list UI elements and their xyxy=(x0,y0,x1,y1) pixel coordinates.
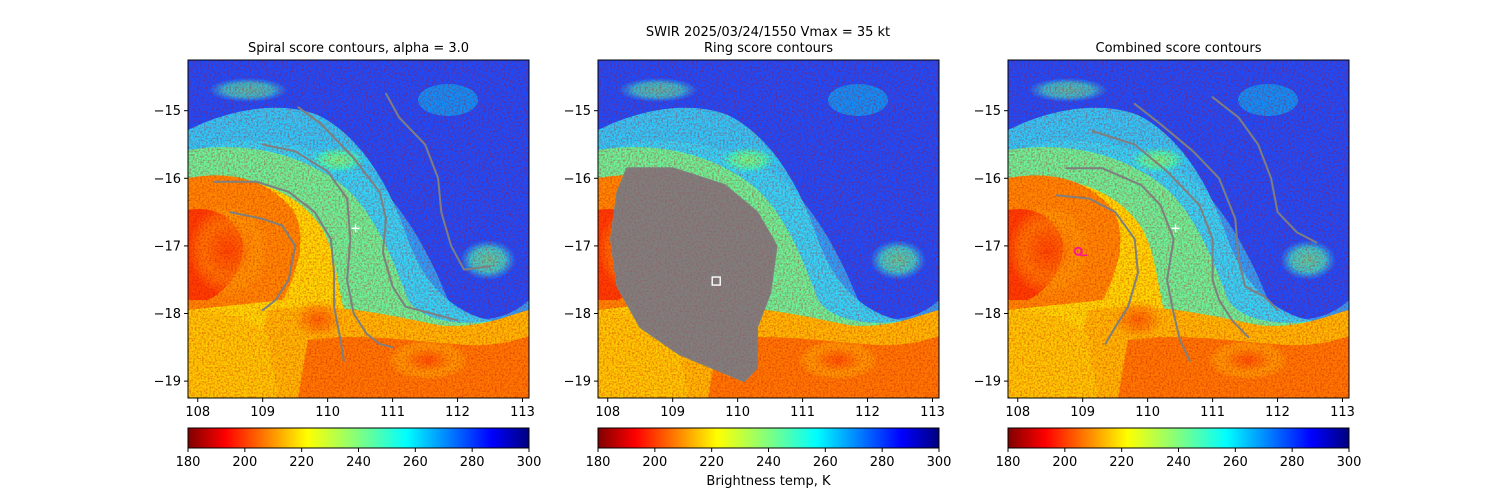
brightness-field xyxy=(188,60,529,398)
x-tick-label: 109 xyxy=(250,405,275,420)
x-tick-label: 110 xyxy=(1135,405,1160,420)
center-marker xyxy=(711,276,721,286)
ring-contour-speckle xyxy=(611,168,777,382)
x-tick-label: 110 xyxy=(315,405,340,420)
x-tick-label: 112 xyxy=(445,405,470,420)
contour-line xyxy=(1133,102,1279,312)
y-tick-label: −16 xyxy=(154,172,181,187)
x-axis: 108 109 110 111 112 113 xyxy=(1005,398,1355,420)
contour-line xyxy=(1055,194,1139,345)
panel-title: Ring score contours xyxy=(704,41,833,56)
colorbar-tick-label: 240 xyxy=(1166,455,1191,470)
x-tick-label: 112 xyxy=(1265,405,1290,420)
x-tick-label: 113 xyxy=(920,405,945,420)
colorbar-tick-label: 300 xyxy=(1337,455,1362,470)
center-marker xyxy=(1073,224,1180,257)
plot-frame xyxy=(1007,59,1350,399)
y-axis: −15 −16 −17 −18 −19 xyxy=(154,104,188,390)
x-tick-label: 109 xyxy=(660,405,685,420)
colorbar-tick-label: 200 xyxy=(642,455,667,470)
colorbar-tick-label: 180 xyxy=(586,455,611,470)
x-tick-label: 109 xyxy=(1070,405,1095,420)
colorbar-tick-label: 220 xyxy=(289,455,314,470)
y-tick-label: −17 xyxy=(154,239,181,254)
y-axis: −15 −16 −17 −18 −19 xyxy=(974,104,1008,390)
colorbar-tick-label: 300 xyxy=(927,455,952,470)
contour-line xyxy=(213,180,345,362)
center-plus-marker xyxy=(351,224,360,233)
x-tick-label: 112 xyxy=(855,405,880,420)
center-marker xyxy=(351,224,360,233)
colorbar: 180 200 220 240 260 280 300 xyxy=(586,427,952,470)
x-tick-label: 113 xyxy=(510,405,535,420)
plot-frame xyxy=(187,59,530,399)
x-tick-label: 110 xyxy=(725,405,750,420)
colorbar-tick-label: 200 xyxy=(232,455,257,470)
y-tick-label: −16 xyxy=(564,172,591,187)
brightness-field xyxy=(1008,60,1349,398)
x-tick-label: 108 xyxy=(595,405,620,420)
x-tick-label: 111 xyxy=(380,405,405,420)
colorbar-tick-label: 180 xyxy=(176,455,201,470)
colorbar-tick-label: 280 xyxy=(870,455,895,470)
colorbar-label: Brightness temp, K xyxy=(706,474,831,489)
x-tick-label: 111 xyxy=(1200,405,1225,420)
y-axis: −15 −16 −17 −18 −19 xyxy=(564,104,598,390)
colorbar-tick-label: 180 xyxy=(996,455,1021,470)
y-tick-label: −15 xyxy=(564,104,591,119)
contour-line xyxy=(261,143,394,349)
y-tick-label: −17 xyxy=(564,239,591,254)
x-tick-label: 111 xyxy=(790,405,815,420)
colorbar-tick-label: 300 xyxy=(517,455,542,470)
colorbar-tick-label: 220 xyxy=(1109,455,1134,470)
colorbar: 180 200 220 240 260 280 300 xyxy=(176,427,542,470)
colorbar-tick-label: 220 xyxy=(699,455,724,470)
colorbar-tick-label: 280 xyxy=(1280,455,1305,470)
contour-line xyxy=(1065,167,1191,362)
y-tick-label: −18 xyxy=(564,307,591,322)
x-tick-label: 113 xyxy=(1330,405,1355,420)
colorbar-tick-label: 240 xyxy=(756,455,781,470)
plot-frame xyxy=(597,59,940,399)
center-square-marker xyxy=(711,276,721,286)
contour-line xyxy=(1091,130,1250,339)
y-tick-label: −16 xyxy=(974,172,1001,187)
colorbar-tick-label: 280 xyxy=(460,455,485,470)
y-tick-label: −19 xyxy=(154,375,181,390)
y-tick-label: −15 xyxy=(974,104,1001,119)
panel-title: Combined score contours xyxy=(1096,41,1262,56)
colorbar-tick-label: 260 xyxy=(813,455,838,470)
panel-spiral: Spiral score contours, alpha = 3.0 108 10… xyxy=(154,41,542,470)
y-tick-label: −17 xyxy=(974,239,1001,254)
contour-line xyxy=(229,211,297,312)
brightness-field xyxy=(598,60,939,398)
panel-ring: Ring score contours 108 109 110 111 112 113 −… xyxy=(564,41,952,489)
y-tick-label: −19 xyxy=(974,375,1001,390)
ring-contour-region xyxy=(610,167,778,383)
figure-suptitle: SWIR 2025/03/24/1550 Vmax = 35 kt xyxy=(646,25,890,40)
contour-line xyxy=(297,106,459,322)
center-plus-marker xyxy=(1171,224,1180,233)
combined-center-marker xyxy=(1073,246,1083,256)
y-tick-label: −19 xyxy=(564,375,591,390)
x-tick-label: 108 xyxy=(1005,405,1030,420)
contour-line xyxy=(385,92,491,271)
y-tick-label: −18 xyxy=(974,307,1001,322)
contour-line xyxy=(1211,96,1318,244)
x-tick-label: 108 xyxy=(185,405,210,420)
colorbar-tick-label: 200 xyxy=(1052,455,1077,470)
colorbar-tick-label: 260 xyxy=(403,455,428,470)
colorbar: 180 200 220 240 260 280 300 xyxy=(996,427,1362,470)
spiral-contours xyxy=(213,92,491,362)
colorbar-tick-label: 240 xyxy=(346,455,371,470)
x-axis: 108 109 110 111 112 113 xyxy=(185,398,535,420)
y-tick-label: −15 xyxy=(154,104,181,119)
x-axis: 108 109 110 111 112 113 xyxy=(595,398,945,420)
colorbar-tick-label: 260 xyxy=(1223,455,1248,470)
y-tick-label: −18 xyxy=(154,307,181,322)
combined-contours xyxy=(1055,96,1318,362)
panel-title: Spiral score contours, alpha = 3.0 xyxy=(248,41,469,56)
panel-combined: Combined score contours 108 109 110 111 112 1… xyxy=(974,41,1362,470)
